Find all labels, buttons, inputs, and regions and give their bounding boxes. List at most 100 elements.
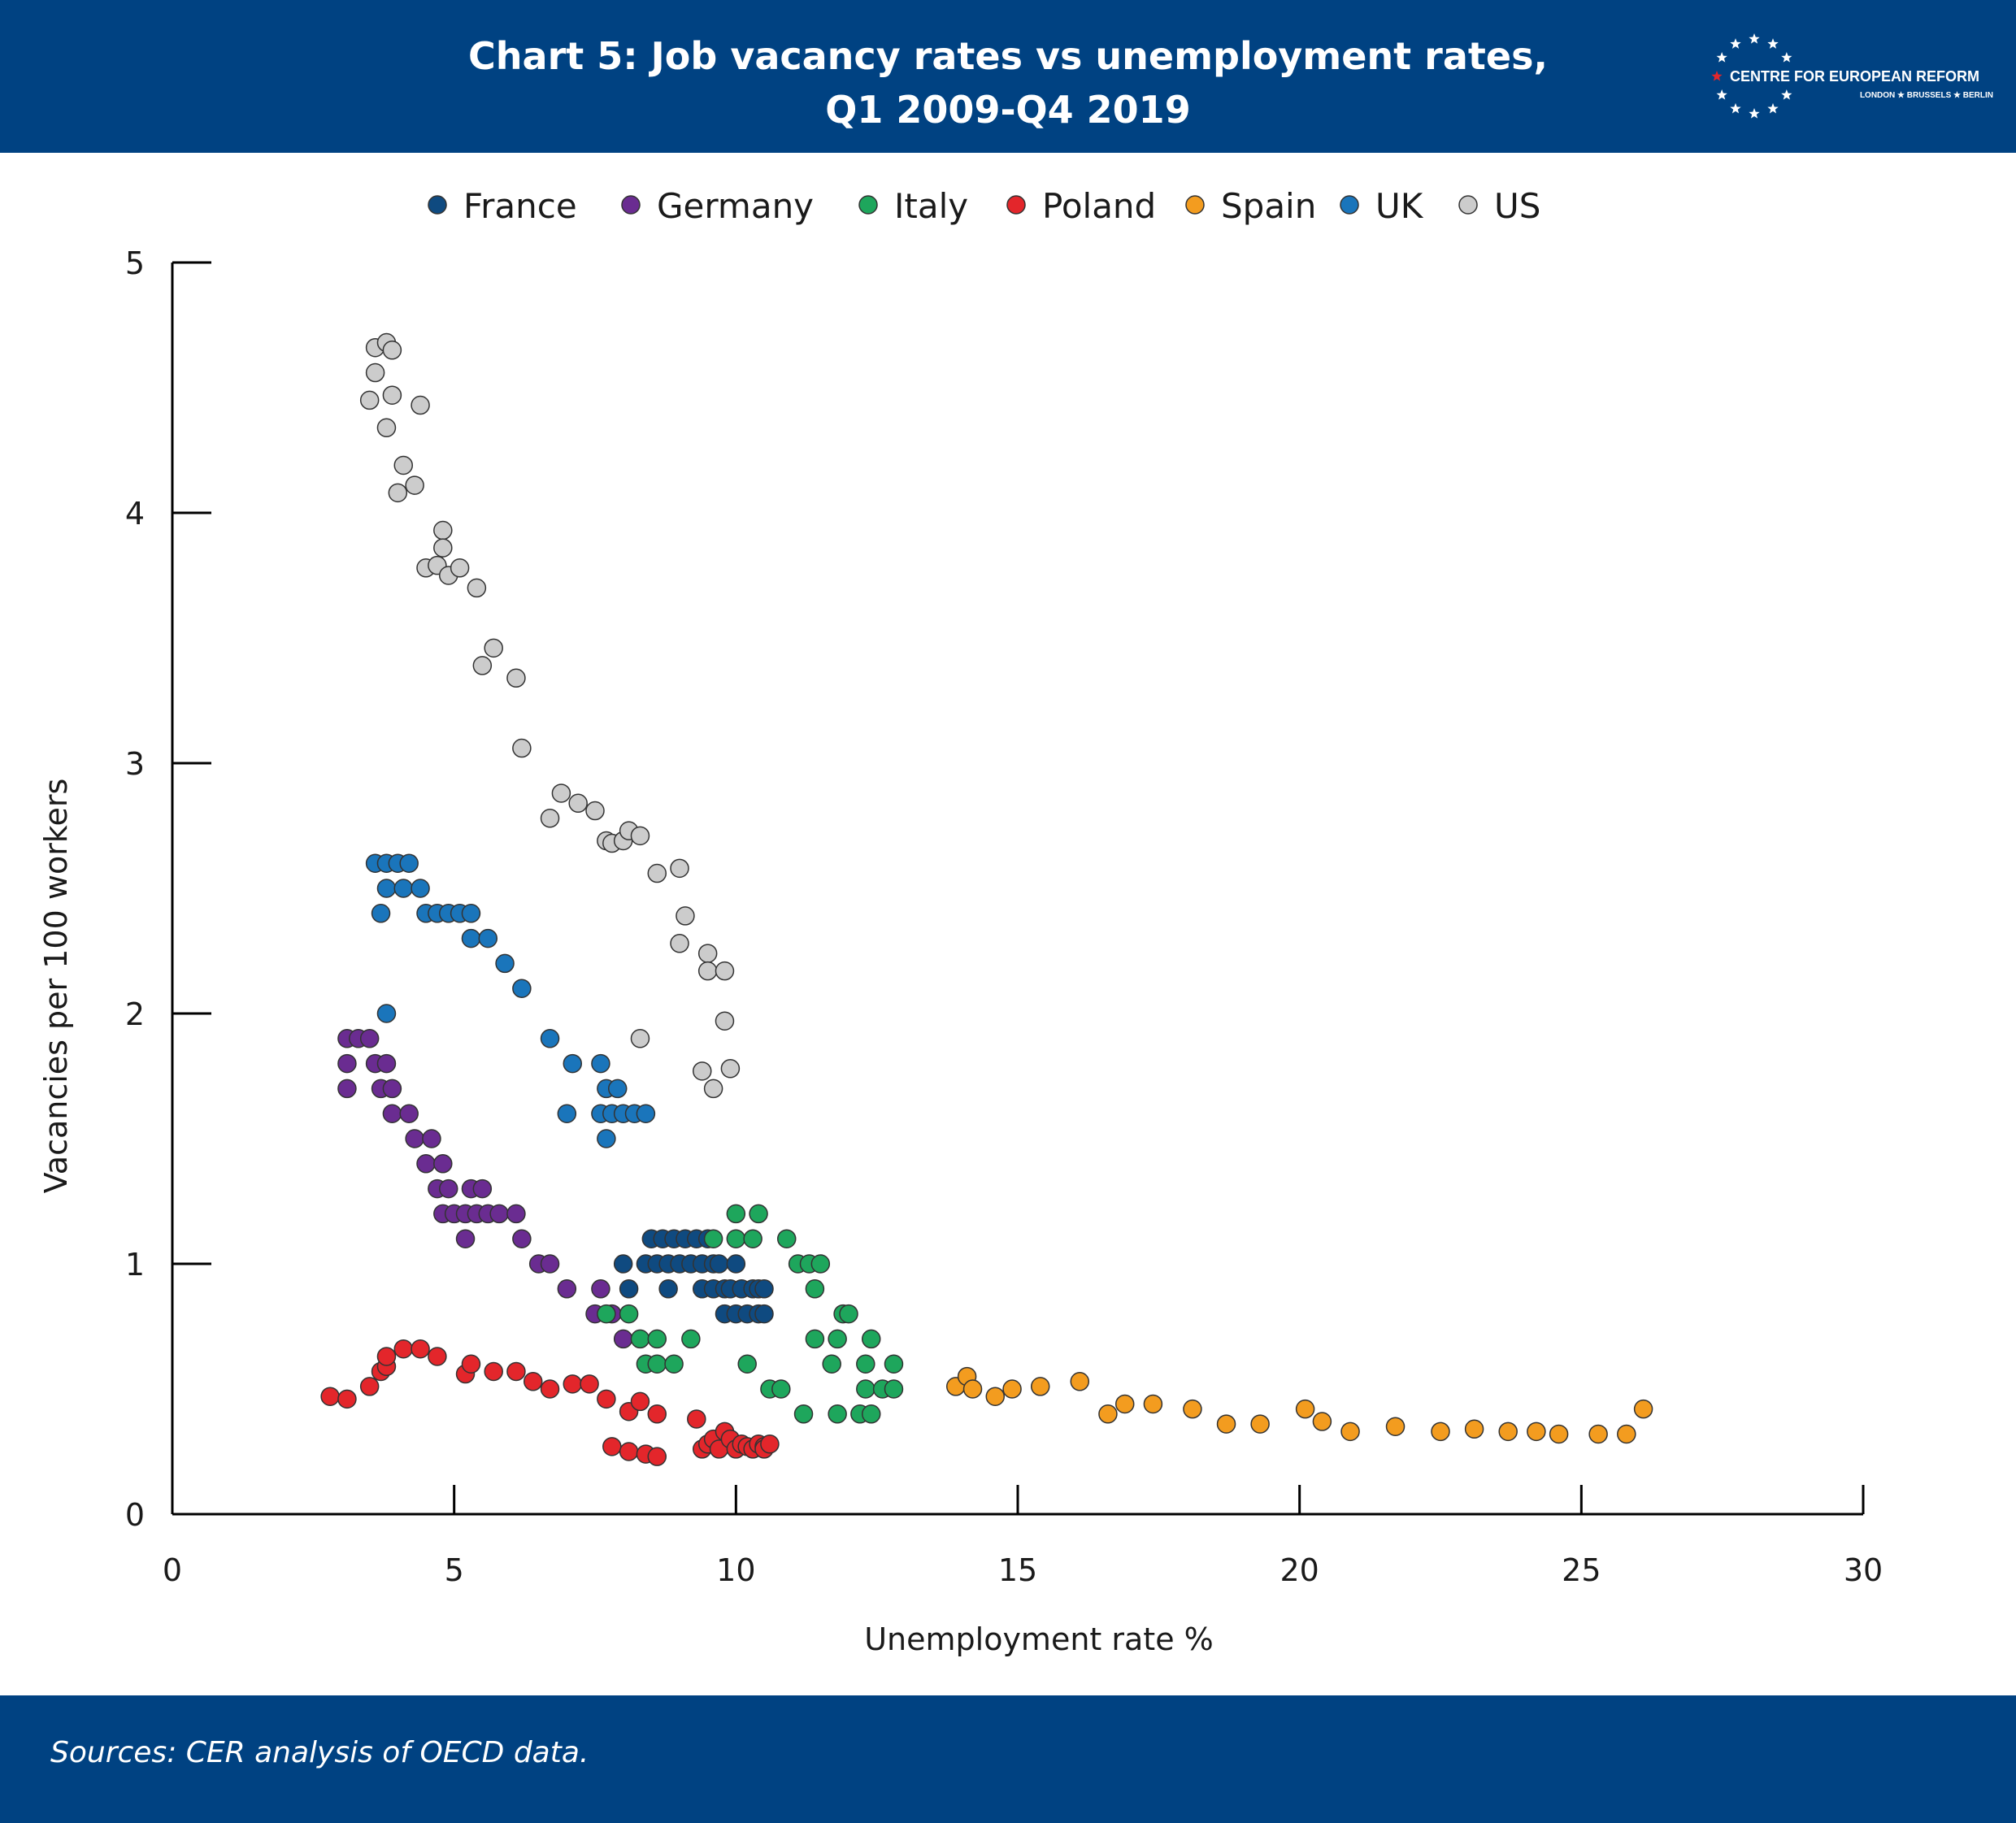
point-us xyxy=(382,341,402,360)
logo-brand-cities: LONDON ★ BRUSSELS ★ BERLIN xyxy=(1860,91,1993,100)
x-tick-label: 25 xyxy=(1562,1552,1601,1588)
x-tick-label: 0 xyxy=(163,1552,182,1588)
point-uk xyxy=(597,1129,616,1148)
point-us xyxy=(630,826,650,846)
y-tick-label: 0 xyxy=(125,1497,145,1533)
point-us xyxy=(484,638,503,658)
logo-star xyxy=(1749,108,1760,119)
y-tick-label: 3 xyxy=(125,746,145,782)
point-germany xyxy=(512,1229,532,1248)
point-uk xyxy=(512,979,532,998)
point-uk xyxy=(376,879,397,898)
point-italy xyxy=(776,1229,797,1248)
point-us xyxy=(585,801,605,821)
point-us xyxy=(472,656,493,675)
point-france xyxy=(726,1254,746,1274)
point-spain xyxy=(1250,1414,1270,1434)
point-us xyxy=(697,961,718,981)
legend-label-poland: Poland xyxy=(1042,186,1156,226)
point-france xyxy=(754,1304,774,1324)
point-france xyxy=(709,1254,729,1274)
point-spain xyxy=(1070,1372,1090,1391)
point-italy xyxy=(771,1379,791,1399)
point-us xyxy=(506,668,526,688)
legend: France Germany Italy Poland Spain UK US xyxy=(428,186,1540,226)
point-us xyxy=(512,738,532,758)
point-italy xyxy=(822,1354,841,1374)
logo-star xyxy=(1711,71,1723,81)
point-germany xyxy=(405,1129,424,1148)
point-germany xyxy=(540,1254,560,1274)
point-us xyxy=(692,1061,712,1081)
point-spain xyxy=(1588,1424,1608,1444)
chart-title-line1: Chart 5: Job vacancy rates vs unemployme… xyxy=(468,34,1548,78)
point-italy xyxy=(703,1229,723,1248)
point-poland xyxy=(428,1347,447,1366)
point-us xyxy=(703,1079,723,1099)
point-spain xyxy=(1114,1394,1135,1414)
legend-label-us: US xyxy=(1494,186,1540,226)
point-spain xyxy=(985,1387,1006,1406)
point-poland xyxy=(337,1389,357,1409)
point-germany xyxy=(422,1129,441,1148)
point-spain xyxy=(1143,1394,1163,1414)
point-us xyxy=(393,455,414,475)
point-uk xyxy=(478,928,498,948)
point-us xyxy=(670,858,689,879)
point-poland xyxy=(523,1372,543,1391)
point-poland xyxy=(619,1442,639,1461)
point-uk xyxy=(607,1079,628,1099)
point-italy xyxy=(597,1304,616,1324)
point-poland xyxy=(320,1387,340,1406)
legend-label-italy: Italy xyxy=(894,186,968,226)
point-us xyxy=(720,1059,741,1079)
legend-marker-poland xyxy=(1006,195,1026,215)
point-spain xyxy=(962,1379,983,1399)
point-uk xyxy=(399,853,419,873)
point-poland xyxy=(359,1377,380,1396)
point-us xyxy=(405,475,424,495)
point-us xyxy=(467,578,487,598)
point-us xyxy=(568,793,588,814)
point-italy xyxy=(749,1204,768,1224)
chart-header: Chart 5: Job vacancy rates vs unemployme… xyxy=(0,0,2016,153)
point-poland xyxy=(461,1354,481,1374)
legend-marker-italy xyxy=(858,195,878,215)
point-poland xyxy=(602,1437,622,1456)
point-germany xyxy=(433,1154,453,1174)
point-uk xyxy=(411,879,430,898)
point-italy xyxy=(726,1204,746,1224)
point-germany xyxy=(416,1154,436,1174)
point-poland xyxy=(411,1339,430,1359)
point-uk xyxy=(376,1004,397,1023)
legend-label-germany: Germany xyxy=(657,186,814,226)
logo-star xyxy=(1730,102,1741,114)
point-italy xyxy=(884,1354,904,1374)
logo-star xyxy=(1767,38,1779,49)
point-spain xyxy=(1527,1422,1546,1442)
point-uk xyxy=(557,1104,577,1123)
point-us xyxy=(450,558,470,578)
legend-label-france: France xyxy=(463,186,577,226)
point-us xyxy=(365,362,385,383)
point-poland xyxy=(376,1347,397,1366)
point-poland xyxy=(580,1374,599,1394)
x-tick-label: 15 xyxy=(998,1552,1037,1588)
x-tick-label: 5 xyxy=(445,1552,464,1588)
point-italy xyxy=(805,1279,825,1299)
point-us xyxy=(551,783,571,803)
point-italy xyxy=(828,1329,847,1349)
point-us xyxy=(359,390,380,410)
point-spain xyxy=(1340,1422,1360,1442)
point-germany xyxy=(376,1053,397,1074)
y-tick-label: 5 xyxy=(125,245,145,281)
logo-star-ring xyxy=(1711,33,1792,119)
legend-marker-spain xyxy=(1185,195,1205,215)
point-spain xyxy=(1498,1422,1518,1442)
point-germany xyxy=(382,1104,402,1123)
legend-label-spain: Spain xyxy=(1221,186,1316,226)
logo-star xyxy=(1781,89,1792,100)
point-italy xyxy=(884,1379,904,1399)
chart-title-line2: Q1 2009-Q4 2019 xyxy=(825,88,1191,132)
point-germany xyxy=(613,1329,633,1349)
